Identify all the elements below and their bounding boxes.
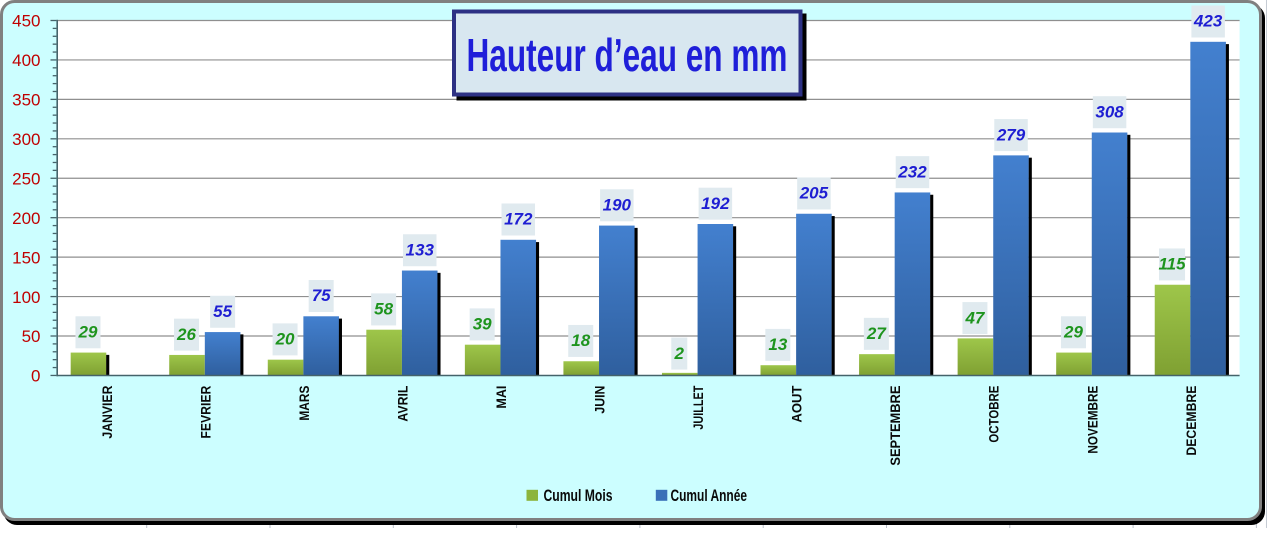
svg-text:172: 172 [504, 210, 533, 229]
svg-text:JANVIER: JANVIER [99, 386, 115, 439]
svg-text:400: 400 [12, 51, 40, 70]
svg-text:55: 55 [213, 302, 232, 321]
svg-text:JUIN: JUIN [592, 386, 608, 414]
svg-text:27: 27 [866, 324, 887, 343]
svg-text:26: 26 [176, 325, 196, 344]
svg-text:200: 200 [12, 209, 40, 228]
svg-text:FEVRIER: FEVRIER [197, 386, 213, 439]
svg-text:SEPTEMBRE: SEPTEMBRE [887, 386, 903, 466]
svg-text:OCTOBRE: OCTOBRE [986, 386, 1002, 443]
svg-text:2: 2 [674, 344, 685, 363]
svg-text:29: 29 [78, 322, 98, 341]
svg-text:192: 192 [701, 194, 730, 213]
svg-text:450: 450 [12, 12, 40, 31]
svg-text:MAI: MAI [493, 386, 509, 409]
svg-text:47: 47 [964, 308, 985, 327]
svg-text:300: 300 [12, 130, 40, 149]
svg-text:133: 133 [406, 240, 435, 259]
svg-text:18: 18 [571, 331, 590, 350]
svg-text:50: 50 [22, 327, 41, 346]
svg-text:150: 150 [12, 248, 40, 267]
svg-text:58: 58 [374, 300, 393, 319]
svg-text:39: 39 [473, 315, 492, 334]
svg-text:232: 232 [897, 162, 927, 181]
svg-text:Cumul Année: Cumul Année [671, 487, 748, 505]
svg-text:0: 0 [31, 367, 40, 386]
svg-text:AOUT: AOUT [789, 385, 805, 422]
svg-text:29: 29 [1063, 322, 1083, 341]
svg-text:JUILLET: JUILLET [690, 385, 706, 429]
svg-text:423: 423 [1193, 12, 1223, 31]
svg-text:Hauteur d’eau en mm: Hauteur d’eau en mm [467, 29, 788, 81]
svg-text:279: 279 [996, 125, 1026, 144]
svg-text:100: 100 [12, 288, 40, 307]
svg-text:DECEMBRE: DECEMBRE [1183, 386, 1199, 456]
svg-text:250: 250 [12, 169, 40, 188]
svg-text:20: 20 [275, 330, 295, 349]
svg-text:190: 190 [603, 195, 632, 214]
svg-text:115: 115 [1158, 255, 1186, 274]
svg-text:Cumul Mois: Cumul Mois [544, 487, 613, 505]
svg-text:308: 308 [1095, 102, 1124, 121]
svg-text:NOVEMBRE: NOVEMBRE [1084, 386, 1100, 454]
svg-text:MARS: MARS [296, 386, 312, 421]
svg-text:205: 205 [799, 184, 829, 203]
svg-text:350: 350 [12, 91, 40, 110]
svg-text:AVRIL: AVRIL [394, 385, 410, 421]
svg-text:13: 13 [768, 335, 787, 354]
svg-text:75: 75 [312, 286, 331, 305]
